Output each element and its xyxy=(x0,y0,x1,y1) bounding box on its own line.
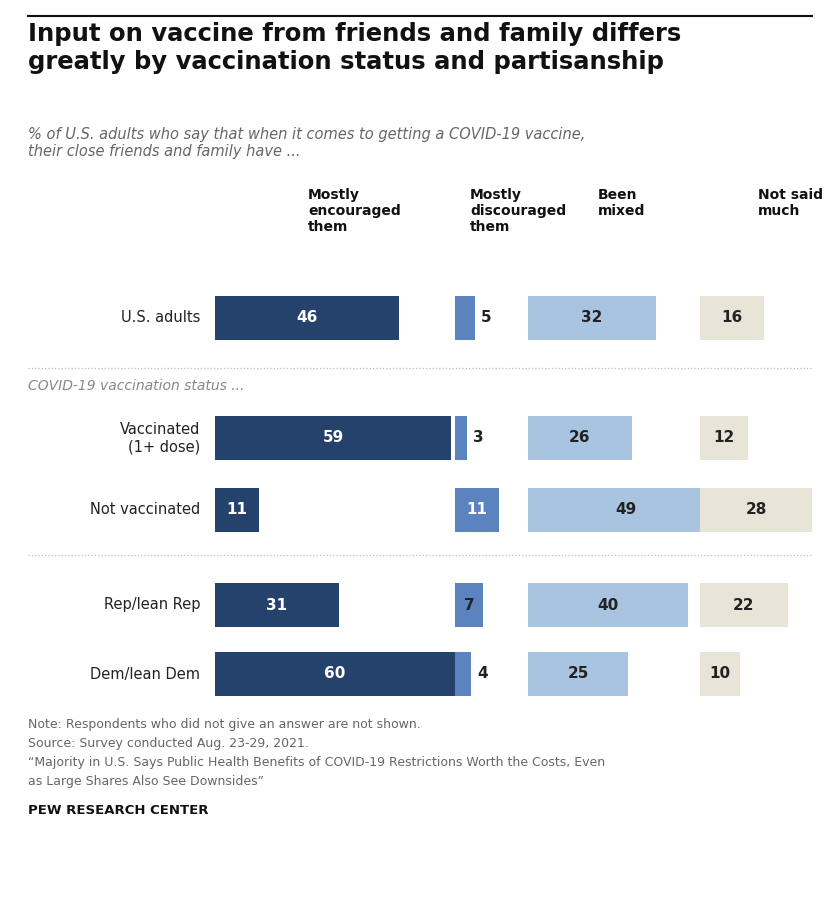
Text: 46: 46 xyxy=(297,311,318,325)
FancyBboxPatch shape xyxy=(528,583,688,627)
Text: as Large Shares Also See Downsides”: as Large Shares Also See Downsides” xyxy=(28,775,264,788)
FancyBboxPatch shape xyxy=(528,488,724,532)
Text: Not vaccinated: Not vaccinated xyxy=(90,503,200,517)
Text: Not said
much: Not said much xyxy=(758,188,823,218)
FancyBboxPatch shape xyxy=(528,416,632,460)
FancyBboxPatch shape xyxy=(215,296,399,340)
Text: 3: 3 xyxy=(473,430,484,445)
Text: 60: 60 xyxy=(324,666,346,682)
Text: 12: 12 xyxy=(713,430,735,445)
FancyBboxPatch shape xyxy=(215,583,339,627)
FancyBboxPatch shape xyxy=(215,652,455,696)
FancyBboxPatch shape xyxy=(700,416,748,460)
FancyBboxPatch shape xyxy=(700,296,764,340)
Text: 16: 16 xyxy=(722,311,743,325)
Text: “Majority in U.S. Says Public Health Benefits of COVID-19 Restrictions Worth the: “Majority in U.S. Says Public Health Ben… xyxy=(28,756,605,769)
Text: 22: 22 xyxy=(733,597,755,612)
Text: COVID-19 vaccination status ...: COVID-19 vaccination status ... xyxy=(28,379,244,393)
FancyBboxPatch shape xyxy=(455,296,475,340)
FancyBboxPatch shape xyxy=(528,296,656,340)
Text: 49: 49 xyxy=(616,503,637,517)
Text: Mostly
discouraged
them: Mostly discouraged them xyxy=(470,188,566,234)
Text: 10: 10 xyxy=(710,666,731,682)
FancyBboxPatch shape xyxy=(700,488,812,532)
FancyBboxPatch shape xyxy=(700,583,788,627)
Text: Input on vaccine from friends and family differs
greatly by vaccination status a: Input on vaccine from friends and family… xyxy=(28,22,681,74)
Text: Note: Respondents who did not give an answer are not shown.: Note: Respondents who did not give an an… xyxy=(28,718,421,731)
Text: 26: 26 xyxy=(570,430,591,445)
Text: Vaccinated
(1+ dose): Vaccinated (1+ dose) xyxy=(119,422,200,454)
Text: Source: Survey conducted Aug. 23-29, 2021.: Source: Survey conducted Aug. 23-29, 202… xyxy=(28,737,309,750)
Text: % of U.S. adults who say that when it comes to getting a COVID-19 vaccine,
their: % of U.S. adults who say that when it co… xyxy=(28,127,585,160)
Text: Been
mixed: Been mixed xyxy=(598,188,645,218)
FancyBboxPatch shape xyxy=(215,416,451,460)
FancyBboxPatch shape xyxy=(215,488,259,532)
FancyBboxPatch shape xyxy=(455,583,483,627)
Text: PEW RESEARCH CENTER: PEW RESEARCH CENTER xyxy=(28,804,208,817)
FancyBboxPatch shape xyxy=(528,652,628,696)
Text: Rep/lean Rep: Rep/lean Rep xyxy=(103,597,200,612)
Text: 5: 5 xyxy=(481,311,491,325)
Text: Dem/lean Dem: Dem/lean Dem xyxy=(90,666,200,682)
Text: 7: 7 xyxy=(464,597,475,612)
Text: 28: 28 xyxy=(745,503,767,517)
Text: U.S. adults: U.S. adults xyxy=(121,311,200,325)
Text: 25: 25 xyxy=(567,666,589,682)
Text: 32: 32 xyxy=(581,311,602,325)
Text: 11: 11 xyxy=(227,503,248,517)
Text: 59: 59 xyxy=(323,430,344,445)
Text: Mostly
encouraged
them: Mostly encouraged them xyxy=(308,188,401,234)
FancyBboxPatch shape xyxy=(455,416,467,460)
Text: 11: 11 xyxy=(466,503,487,517)
FancyBboxPatch shape xyxy=(455,652,471,696)
FancyBboxPatch shape xyxy=(700,652,740,696)
FancyBboxPatch shape xyxy=(455,488,499,532)
Text: 40: 40 xyxy=(597,597,618,612)
Text: 31: 31 xyxy=(266,597,287,612)
Text: 4: 4 xyxy=(477,666,488,682)
